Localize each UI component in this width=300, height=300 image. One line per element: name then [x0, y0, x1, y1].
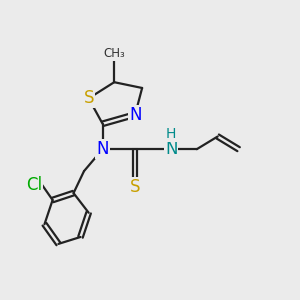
- Text: N: N: [129, 106, 141, 124]
- Text: N: N: [165, 140, 177, 158]
- Text: S: S: [83, 89, 94, 107]
- Text: Cl: Cl: [26, 176, 42, 194]
- Text: S: S: [130, 178, 140, 196]
- Text: N: N: [96, 140, 109, 158]
- Text: H: H: [166, 127, 176, 141]
- Text: CH₃: CH₃: [103, 47, 125, 60]
